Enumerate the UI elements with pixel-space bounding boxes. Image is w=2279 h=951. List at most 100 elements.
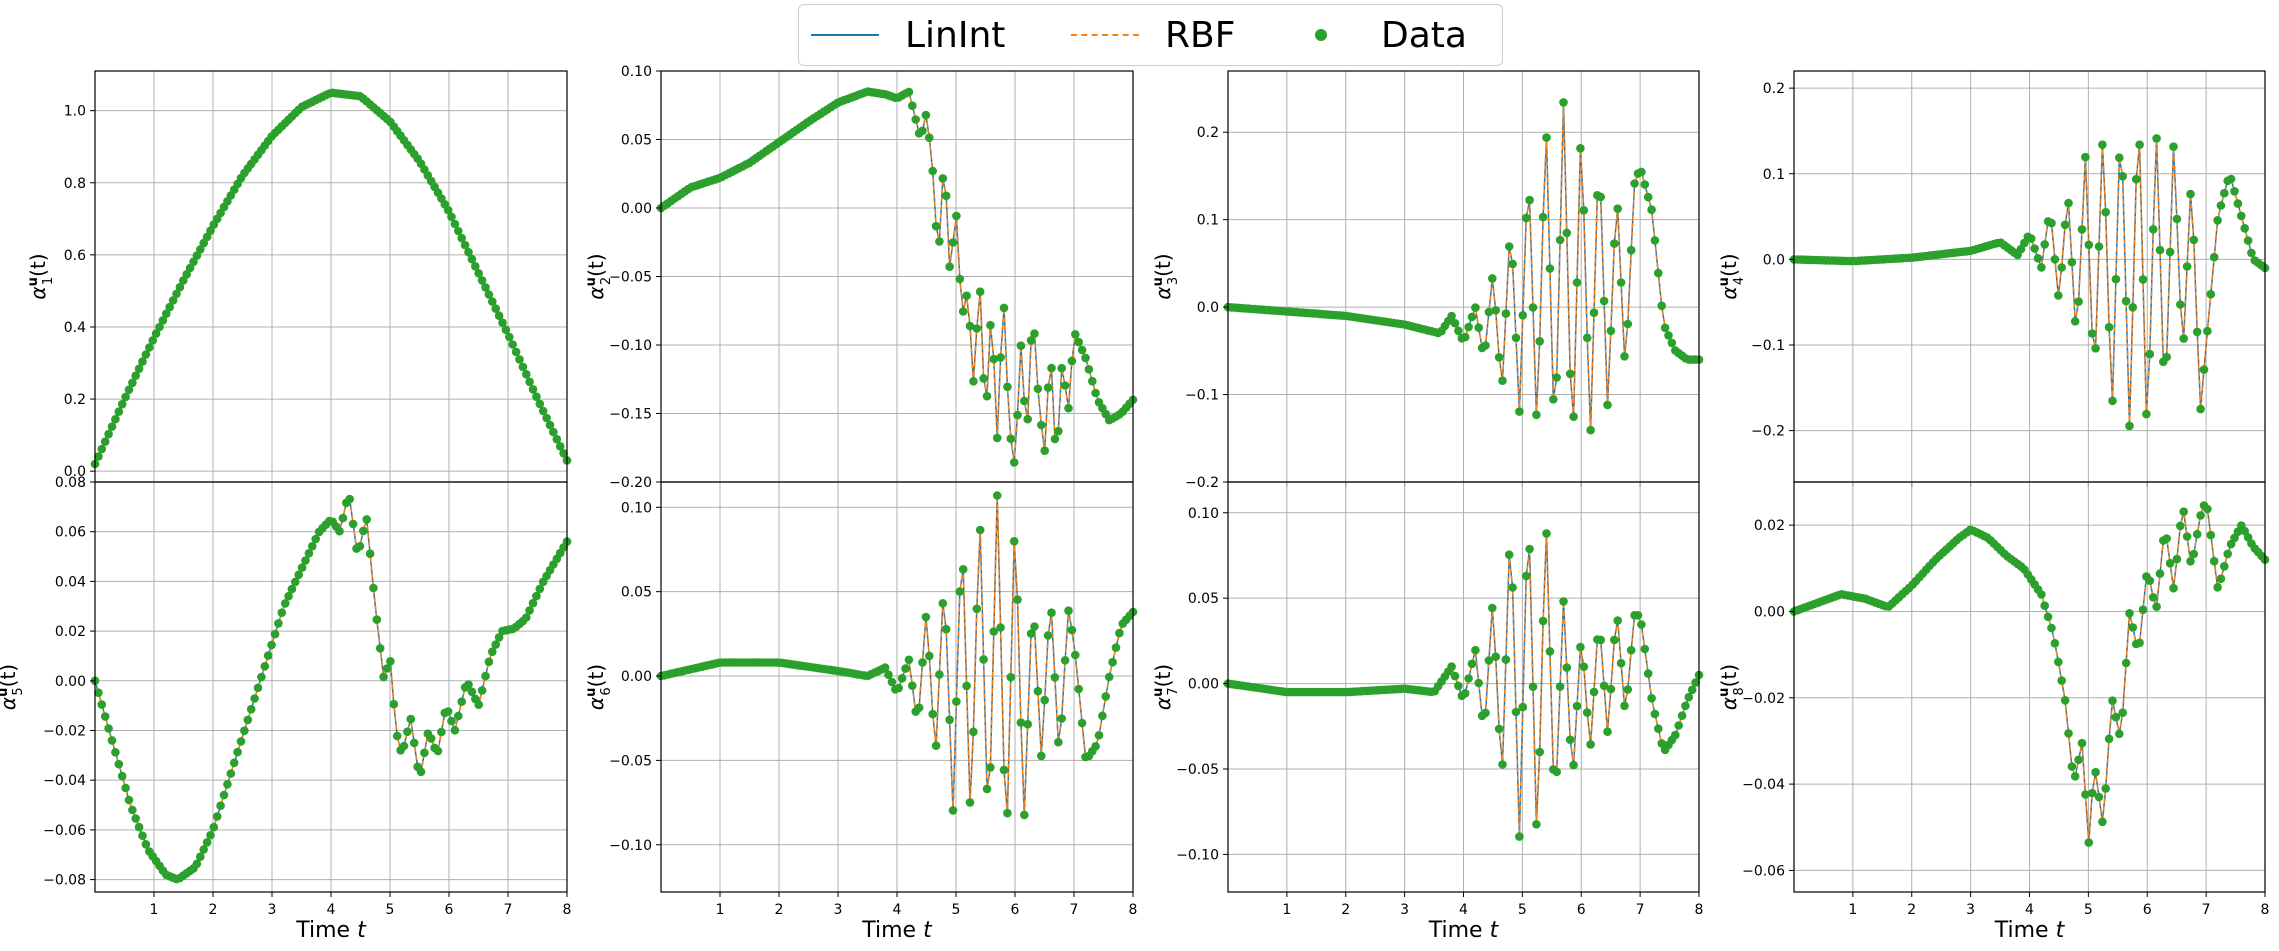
data-point-a3-72 <box>1467 312 1477 322</box>
data-point-a5-32 <box>199 845 208 854</box>
xlabel-a6: Time t <box>861 918 933 943</box>
xtick-label-a8-7: 8 <box>2261 902 2270 918</box>
ytick-label-a2-5: 0.05 <box>621 133 652 149</box>
data-point-a3-124 <box>1643 192 1653 202</box>
data-point-a8-91 <box>2098 817 2107 827</box>
data-point-a6-109 <box>1026 629 1036 638</box>
data-point-a6-119 <box>1060 656 1070 665</box>
data-point-a7-138 <box>1691 678 1700 687</box>
data-point-a1-138 <box>559 449 568 458</box>
data-point-a5-41 <box>229 758 239 768</box>
data-point-a3-91 <box>1532 410 1541 420</box>
data-point-a3-68 <box>1454 326 1463 336</box>
data-point-a2-105 <box>1013 410 1022 420</box>
data-point-a2-101 <box>999 303 1009 313</box>
ytick-label-a6-4: 0.10 <box>621 500 652 516</box>
data-point-a5-10 <box>124 795 134 805</box>
data-point-a3-100 <box>1562 228 1572 238</box>
ytick-label-a5-0: −0.08 <box>43 873 86 889</box>
xtick-label-a8-1: 2 <box>1907 902 1916 918</box>
data-point-a1-15 <box>141 350 151 359</box>
data-point-a7-92 <box>1535 747 1544 757</box>
data-point-a5-105 <box>447 716 456 726</box>
xtick-label-a5-5: 6 <box>445 902 454 918</box>
data-point-a7-112 <box>1603 727 1612 736</box>
data-point-a5-3 <box>100 712 110 721</box>
ytick-label-a3-4: 0.2 <box>1197 125 1219 141</box>
data-point-a2-125 <box>1081 353 1090 363</box>
ytick-label-a5-4: 0.00 <box>55 674 86 690</box>
data-point-a8-124 <box>2209 556 2219 566</box>
data-point-a7-99 <box>1559 597 1568 606</box>
data-point-a5-131 <box>535 584 545 594</box>
data-point-a4-84 <box>2074 297 2083 306</box>
data-point-a2-93 <box>972 324 982 333</box>
xtick-label-a6-0: 1 <box>716 902 725 918</box>
xtick-label-a7-3: 4 <box>1459 902 1468 918</box>
data-point-a1-13 <box>134 364 144 374</box>
data-point-a3-88 <box>1521 213 1531 223</box>
data-point-a4-92 <box>2101 207 2110 217</box>
data-point-a1-107 <box>454 226 463 236</box>
data-point-a4-134 <box>2243 236 2253 245</box>
data-point-a8-114 <box>2176 521 2185 531</box>
data-point-a4-97 <box>2118 172 2127 181</box>
ytick-label-a1-4: 0.8 <box>64 176 86 192</box>
data-point-a5-61 <box>297 563 307 572</box>
xtick-label-a7-5: 6 <box>1577 902 1586 918</box>
data-point-a1-130 <box>532 392 541 402</box>
data-point-a3-119 <box>1626 245 1636 255</box>
xtick-label-a5-4: 5 <box>386 902 395 918</box>
data-point-a2-104 <box>1009 458 1019 467</box>
data-point-a6-112 <box>1037 751 1046 761</box>
data-point-a8-100 <box>2128 623 2138 632</box>
data-point-a1-125 <box>515 355 524 364</box>
data-point-a1-122 <box>505 332 514 342</box>
data-point-a1-5 <box>107 422 117 431</box>
data-point-a7-87 <box>1518 702 1528 712</box>
data-point-a5-79 <box>359 526 368 536</box>
data-point-a7-128 <box>1657 739 1666 748</box>
data-point-a1-136 <box>552 434 562 444</box>
data-point-a5-35 <box>209 822 219 832</box>
data-point-a7-82 <box>1501 655 1511 664</box>
chart-panel-a1: 0.0 0.2 0.4 0.6 0.8 1.0 αu1(t) <box>26 70 572 487</box>
data-point-a4-100 <box>2128 303 2138 312</box>
data-point-a2-113 <box>1040 446 1049 456</box>
data-point-a7-104 <box>1576 642 1585 652</box>
data-point-a5-6 <box>111 748 120 757</box>
data-point-a8-116 <box>2182 532 2192 541</box>
xtick-label-a6-5: 6 <box>1011 902 1020 918</box>
data-point-a3-120 <box>1630 179 1639 188</box>
data-point-a3-83 <box>1504 242 1514 251</box>
data-point-a5-117 <box>488 647 497 656</box>
data-point-a5-11 <box>128 805 137 815</box>
data-point-a8-122 <box>2203 504 2212 514</box>
data-point-a4-74 <box>2040 240 2049 249</box>
data-point-a8-81 <box>2064 729 2073 738</box>
data-point-a3-80 <box>1494 353 1504 362</box>
data-point-a5-89 <box>392 731 402 741</box>
data-point-a8-111 <box>2165 559 2175 568</box>
data-point-a4-120 <box>2196 404 2205 414</box>
data-point-a3-125 <box>1647 205 1656 214</box>
data-point-a5-51 <box>263 651 273 660</box>
data-point-a6-134 <box>1111 643 1121 652</box>
data-point-a5-116 <box>484 657 494 667</box>
data-point-a7-125 <box>1647 693 1656 703</box>
data-point-a7-102 <box>1569 760 1578 770</box>
data-point-a8-86 <box>2081 790 2090 799</box>
ytick-label-a8-0: −0.06 <box>1742 863 1785 879</box>
data-point-a4-76 <box>2047 218 2056 228</box>
data-point-a8-96 <box>2115 729 2124 739</box>
ytick-label-a5-8: 0.08 <box>55 475 86 491</box>
data-point-a5-45 <box>243 715 253 725</box>
data-point-a2-117 <box>1054 426 1063 436</box>
data-point-a2-92 <box>969 377 978 386</box>
ylabel-a6: αu6(t) <box>584 664 614 710</box>
ytick-label-a5-5: 0.02 <box>55 624 86 640</box>
xlabel-a8: Time t <box>1994 918 2066 943</box>
ytick-label-a5-1: −0.06 <box>43 823 86 839</box>
data-point-a4-99 <box>2125 421 2134 431</box>
